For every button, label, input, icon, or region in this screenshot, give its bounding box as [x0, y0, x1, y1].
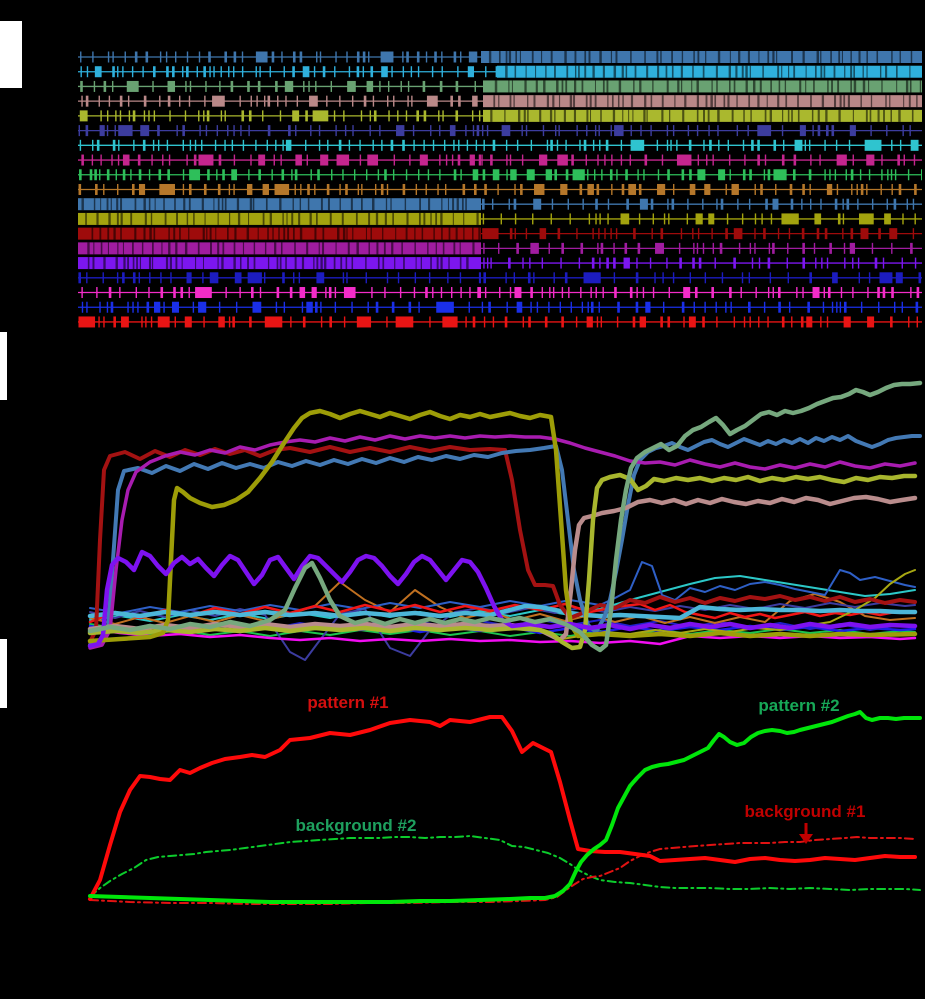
- raster-row-10: [78, 183, 922, 195]
- raster-row-13: [78, 227, 922, 240]
- series-unit-olive: [87, 408, 918, 644]
- series-magenta-bottom: [88, 627, 917, 646]
- series-unit-violet: [87, 549, 918, 649]
- raster-row-16: [78, 272, 922, 284]
- pattern2-label: pattern #2: [758, 696, 839, 715]
- series-unit-darkmagenta: [88, 434, 917, 650]
- series-unit-steelblue: [88, 434, 922, 647]
- panel-marker-middle: [0, 332, 7, 400]
- series-pattern-#2: [88, 710, 922, 904]
- raster-row-11: [78, 198, 922, 211]
- panel-marker-top: [0, 21, 22, 88]
- raster-row-7: [78, 139, 922, 151]
- series-background-#2: [89, 835, 921, 898]
- classification-traces-panel: [88, 710, 922, 905]
- background1-label: background #1: [745, 802, 866, 821]
- raster-row-9: [78, 169, 922, 181]
- panel-marker-bottom: [0, 639, 7, 708]
- spike-raster-panel: [78, 51, 922, 328]
- series-red-cluster: [88, 602, 917, 624]
- series-background-#1: [89, 836, 916, 905]
- raster-row-15: [78, 257, 922, 270]
- raster-row-19: [78, 316, 922, 328]
- raster-row-8: [78, 154, 922, 166]
- pattern1-label: pattern #1: [307, 693, 388, 712]
- raster-row-4: [78, 95, 922, 108]
- series-royalblue-thin: [89, 561, 916, 614]
- raster-row-1: [78, 51, 922, 63]
- series-pattern-#1: [88, 715, 917, 901]
- series-skyblue-thick: [87, 603, 918, 621]
- background1-arrow-head: [799, 834, 813, 844]
- raster-row-5: [78, 109, 922, 122]
- raster-row-12: [78, 212, 922, 225]
- raster-row-14: [78, 242, 922, 255]
- raster-row-2: [78, 65, 922, 78]
- series-unit-yellowgreen: [87, 472, 918, 651]
- raster-row-17: [78, 287, 922, 299]
- series-unit-seagreen: [87, 380, 923, 653]
- raster-row-18: [78, 301, 922, 313]
- background2-label: background #2: [296, 816, 417, 835]
- raster-row-6: [78, 125, 922, 137]
- raster-row-3: [78, 80, 922, 93]
- rate-traces-panel: [87, 380, 923, 661]
